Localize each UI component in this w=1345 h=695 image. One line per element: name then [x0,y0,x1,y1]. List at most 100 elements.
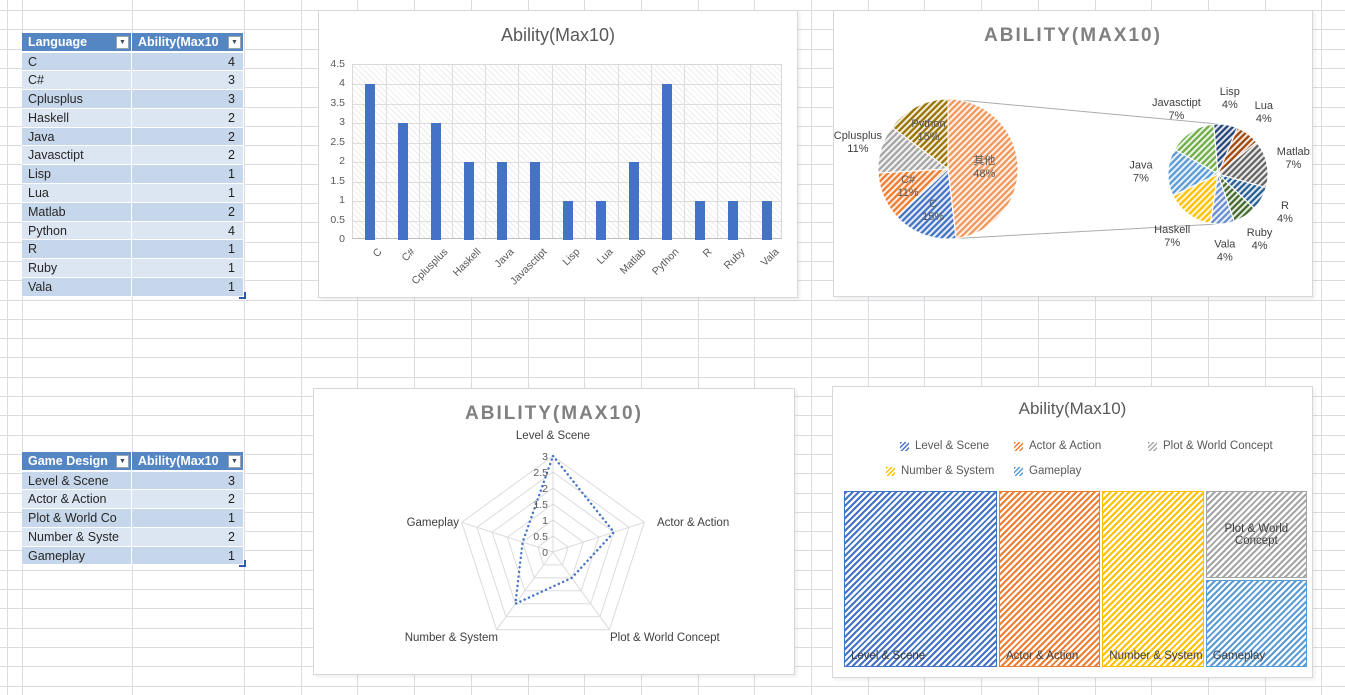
table-resize-handle[interactable] [239,560,246,568]
cell-value[interactable]: 3 [132,90,244,109]
chart-title: Ability(Max10) [500,25,616,45]
cell-value[interactable]: 3 [132,471,244,491]
cell-haskell[interactable]: Haskell [22,108,132,128]
cell-value[interactable]: 1 [132,259,244,279]
cell-java[interactable]: Java [22,127,132,147]
ability-column-header[interactable]: Ability(Max10 ▼ [132,452,244,472]
table-row: Vala 1 [22,278,244,297]
radar-chart[interactable]: ABILITY(MAX10) 0 0.5 1 1.5 2 2.5 3 Level & Scen… [313,388,795,675]
cell-plot-world-co[interactable]: Plot & World Co [22,509,132,528]
filter-dropdown-button[interactable]: ▼ [116,455,129,468]
cell-value[interactable]: 3 [132,71,244,91]
table-row: Matlab 2 [22,202,244,222]
legend-item-number-system[interactable]: Number & System [886,465,994,477]
cell-python[interactable]: Python [22,221,132,241]
pie-slice-label: C 15% [922,198,944,223]
radar-tick-label: 1 [542,515,548,527]
treemap-block-plot-world-concept: Plot & World Concept [1205,491,1307,578]
slice-outline [891,98,949,170]
cell-value[interactable]: 2 [132,527,244,547]
radar-tick-label: 0.5 [533,531,548,543]
treemap-chart[interactable]: Ability(Max10) Level & Scene Actor & Acti… [832,386,1313,678]
gridline [353,84,781,86]
cell-value[interactable]: 4 [132,221,244,241]
cell-value[interactable]: 2 [132,108,244,128]
cell-c[interactable]: C [22,52,132,72]
cell-value[interactable]: 1 [132,278,244,297]
cell-value[interactable]: 2 [132,127,244,147]
filter-dropdown-button[interactable]: ▼ [228,36,241,49]
bar-chart[interactable]: Ability(Max10) 0 0.5 1 1.5 2 2.5 3 3.5 4 4.5 C C# C… [318,10,798,298]
cell-value[interactable]: 2 [132,490,244,510]
cell-value[interactable]: 1 [132,184,244,203]
filter-dropdown-button[interactable]: ▼ [228,455,241,468]
gridline [650,65,652,238]
gridline [0,376,1345,378]
cell-value[interactable]: 2 [132,146,244,166]
bar [529,162,540,240]
legend-marker-icon [1014,441,1023,451]
radar-spoke [552,551,610,630]
table-row: Level & Scene 3 [22,471,244,491]
column-header-label: Ability(Max10 [138,35,219,49]
cell-value[interactable]: 1 [132,165,244,185]
legend-item-actor-action[interactable]: Actor & Action [1014,440,1101,452]
pie-slice-label: Lisp 4% [1220,86,1240,111]
gridline [981,0,983,695]
cell-matlab[interactable]: Matlab [22,202,132,222]
slice-outline [1216,141,1269,189]
cell-ruby[interactable]: Ruby [22,259,132,279]
slice-outline [1209,173,1235,225]
cell-value[interactable]: 4 [132,52,244,72]
cell-vala[interactable]: Vala [22,278,132,297]
x-tick-label: R [700,246,715,260]
language-column-header[interactable]: Language ▼ [22,33,132,53]
game-design-column-header[interactable]: Game Design ▼ [22,452,132,472]
gridline [386,65,388,238]
legend-item-level-scene[interactable]: Level & Scene [900,440,989,452]
cell-r[interactable]: R [22,240,132,260]
bar [397,123,408,240]
treemap-block-label: Number & System [1109,650,1203,662]
gridline [353,123,781,125]
table-row: Lisp 1 [22,165,244,185]
legend-label: Level & Scene [915,440,990,452]
gridline [485,65,487,238]
pie-of-pie-chart[interactable]: ABILITY(MAX10) 其他 48% C 15% C# 11% Cplusplus 11… [833,10,1313,297]
table-resize-handle[interactable] [239,291,246,299]
cell-value[interactable]: 1 [132,240,244,260]
pie-slice-label: 其他 48% [973,154,995,180]
radar-axis-label: Gameplay [407,517,460,529]
legend-item-plot-world-concept[interactable]: Plot & World Concept [1148,440,1273,452]
treemap-block-label: Gameplay [1212,650,1266,662]
radar-ring [522,519,584,579]
cell-value[interactable]: 1 [132,546,244,566]
gridline [414,0,416,695]
filter-dropdown-button[interactable]: ▼ [116,36,129,49]
cell-level-scene[interactable]: Level & Scene [22,471,132,491]
radar-ring [476,471,630,618]
cell-javasctipt[interactable]: Javasctipt [22,146,132,166]
legend-marker-icon [886,466,895,476]
treemap-block-label: Plot & World Concept [1224,522,1289,547]
cell-lua[interactable]: Lua [22,184,132,203]
cell-actor-action[interactable]: Actor & Action [22,490,132,510]
legend-item-gameplay[interactable]: Gameplay [1014,465,1081,477]
y-tick-label: 3.5 [330,96,345,109]
radar-spoke [552,521,645,553]
x-tick-label: Matlab [617,246,649,277]
cell-cplusplus[interactable]: Cplusplus [22,90,132,109]
ability-column-header[interactable]: Ability(Max10 ▼ [132,33,244,53]
cell-lisp[interactable]: Lisp [22,165,132,185]
bar [728,201,739,240]
cell-gameplay[interactable]: Gameplay [22,546,132,566]
gridline [867,0,869,695]
cell-number-syste[interactable]: Number & Syste [22,527,132,547]
gridline [353,181,781,183]
column-header-label: Language [28,35,88,49]
cell-c-[interactable]: C# [22,71,132,91]
cell-value[interactable]: 2 [132,202,244,222]
cell-value[interactable]: 1 [132,509,244,528]
pie-slice-label: Javasctipt 7% [1152,97,1201,122]
